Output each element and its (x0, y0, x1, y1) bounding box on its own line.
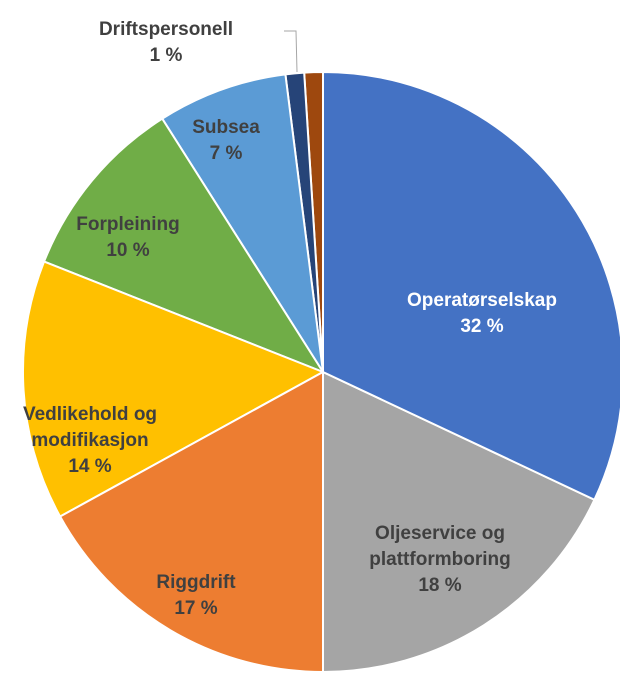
value-label: 32 % (460, 316, 504, 337)
value-label: 18 % (418, 575, 462, 596)
value-label: 10 % (106, 240, 150, 261)
category-name: Oljeservice og plattformboring (369, 523, 511, 570)
category-name: Operatørselskap (407, 290, 557, 311)
slice-label: Subsea 7 % (176, 115, 276, 167)
category-name: Vedlikehold og modifikasjon (22, 404, 158, 451)
slice-label: Forpleining 10 % (48, 212, 208, 264)
value-label: 1 % (149, 45, 183, 66)
category-name: Driftspersonell (98, 19, 234, 40)
value-label: 7 % (209, 143, 243, 164)
leader-line (284, 30, 298, 73)
value-label: 17 % (174, 598, 218, 619)
category-name: Forpleining (76, 214, 180, 235)
category-name: Riggdrift (156, 572, 236, 593)
slice-label: Operatørselskap 32 % (382, 288, 582, 340)
pie-slice (160, 73, 324, 373)
pie-slice (322, 70, 620, 502)
category-name: Subsea (192, 117, 260, 138)
slice-label: Vedlikehold og modifikasjon 14 % (0, 402, 185, 480)
pie-slice (22, 260, 326, 518)
slice-label: Driftspersonell 1 % (76, 17, 256, 69)
pie-slice (58, 370, 324, 673)
slice-label: Oljeservice og plattformboring 18 % (340, 521, 540, 599)
pie-slice (322, 370, 596, 673)
slice-label: Riggdrift 17 % (121, 570, 271, 622)
pie-slice (42, 117, 326, 375)
value-label: 14 % (68, 456, 112, 477)
